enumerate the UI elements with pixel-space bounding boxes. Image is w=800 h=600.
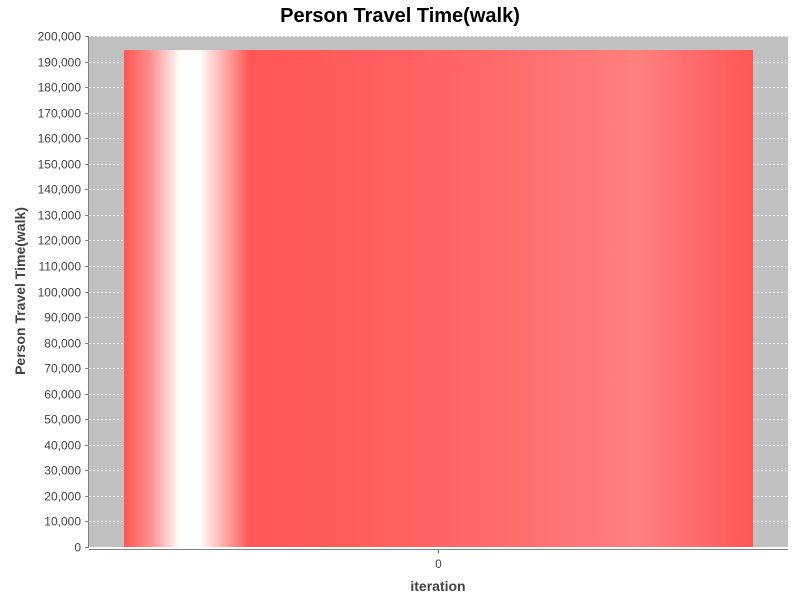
y-tick-label: 100,000 — [38, 286, 82, 300]
y-tick-label: 150,000 — [38, 158, 82, 172]
y-tick-label: 190,000 — [38, 56, 82, 70]
bar — [123, 50, 754, 548]
y-tick-label: 170,000 — [38, 107, 82, 121]
y-tick-label: 40,000 — [44, 439, 81, 453]
y-tick-label: 110,000 — [39, 260, 82, 274]
y-tick-label: 50,000 — [44, 413, 81, 427]
y-tick-label: 10,000 — [44, 515, 81, 529]
chart-title: Person Travel Time(walk) — [280, 5, 520, 27]
y-tick-label: 80,000 — [44, 337, 81, 351]
y-tick-label: 160,000 — [38, 132, 82, 146]
bars — [123, 50, 754, 548]
y-tick-label: 60,000 — [44, 388, 81, 402]
y-axis: 0 10,000 20,000 30,000 40,000 50,000 60,000 70,… — [38, 30, 89, 555]
y-tick-label: 90,000 — [44, 311, 81, 325]
y-tick-label: 0 — [74, 541, 81, 555]
y-tick-label: 140,000 — [38, 183, 82, 197]
y-tick-label: 180,000 — [38, 81, 82, 95]
y-tick-label: 120,000 — [38, 234, 82, 248]
x-tick-label: 0 — [435, 557, 442, 571]
y-axis-label: Person Travel Time(walk) — [12, 207, 28, 375]
y-tick-label: 130,000 — [38, 209, 82, 223]
x-axis-label: iteration — [410, 578, 465, 594]
y-tick-label: 200,000 — [38, 30, 82, 44]
y-tick-label: 70,000 — [44, 362, 81, 376]
y-tick-label: 20,000 — [44, 490, 81, 504]
x-axis: 0 — [89, 549, 788, 571]
y-tick-label: 30,000 — [44, 464, 81, 478]
